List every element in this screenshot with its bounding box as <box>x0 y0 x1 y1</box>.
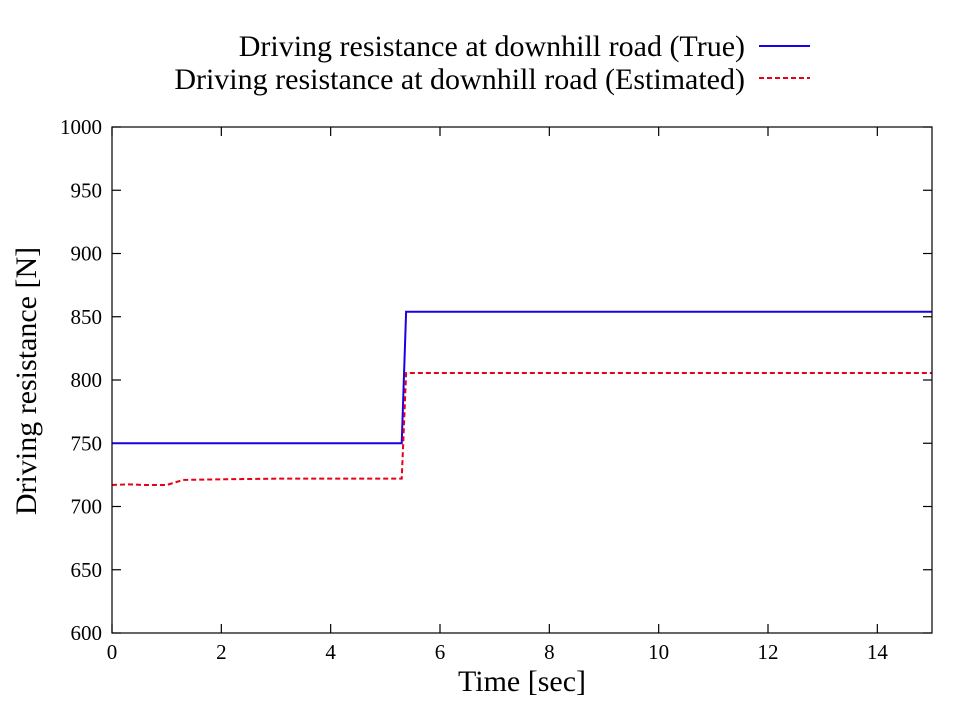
y-tick-label: 700 <box>71 495 103 519</box>
y-axis-title: Driving resistance [N] <box>10 247 43 515</box>
legend-label-true: Driving resistance at downhill road (Tru… <box>239 30 745 63</box>
x-axis: 0 2 4 6 8 10 12 14 <box>107 127 889 664</box>
x-tick-label: 10 <box>648 640 669 664</box>
legend-label-estimated: Driving resistance at downhill road (Est… <box>174 63 745 96</box>
series-layer <box>111 310 932 486</box>
x-tick-label: 2 <box>216 640 227 664</box>
y-tick-label: 650 <box>71 558 103 582</box>
y-tick-label: 600 <box>71 621 103 645</box>
y-tick-label: 950 <box>71 178 103 202</box>
y-tick-label: 800 <box>71 368 103 392</box>
y-axis: 600 650 700 750 800 850 900 950 1000 <box>60 115 932 645</box>
y-tick-label: 1000 <box>60 115 102 139</box>
x-tick-label: 8 <box>544 640 555 664</box>
y-tick-label: 900 <box>71 242 103 266</box>
series-line-true <box>112 310 932 445</box>
y-tick-label: 750 <box>71 431 103 455</box>
legend: Driving resistance at downhill road (Tru… <box>174 30 810 96</box>
series-line-estimated <box>111 372 932 486</box>
plot-frame <box>111 126 933 634</box>
x-tick-label: 6 <box>435 640 446 664</box>
x-axis-title: Time [sec] <box>458 665 586 698</box>
y-tick-label: 850 <box>71 305 103 329</box>
x-tick-label: 0 <box>107 640 118 664</box>
x-tick-label: 14 <box>867 640 889 664</box>
x-tick-label: 12 <box>758 640 779 664</box>
x-tick-label: 4 <box>325 640 336 664</box>
